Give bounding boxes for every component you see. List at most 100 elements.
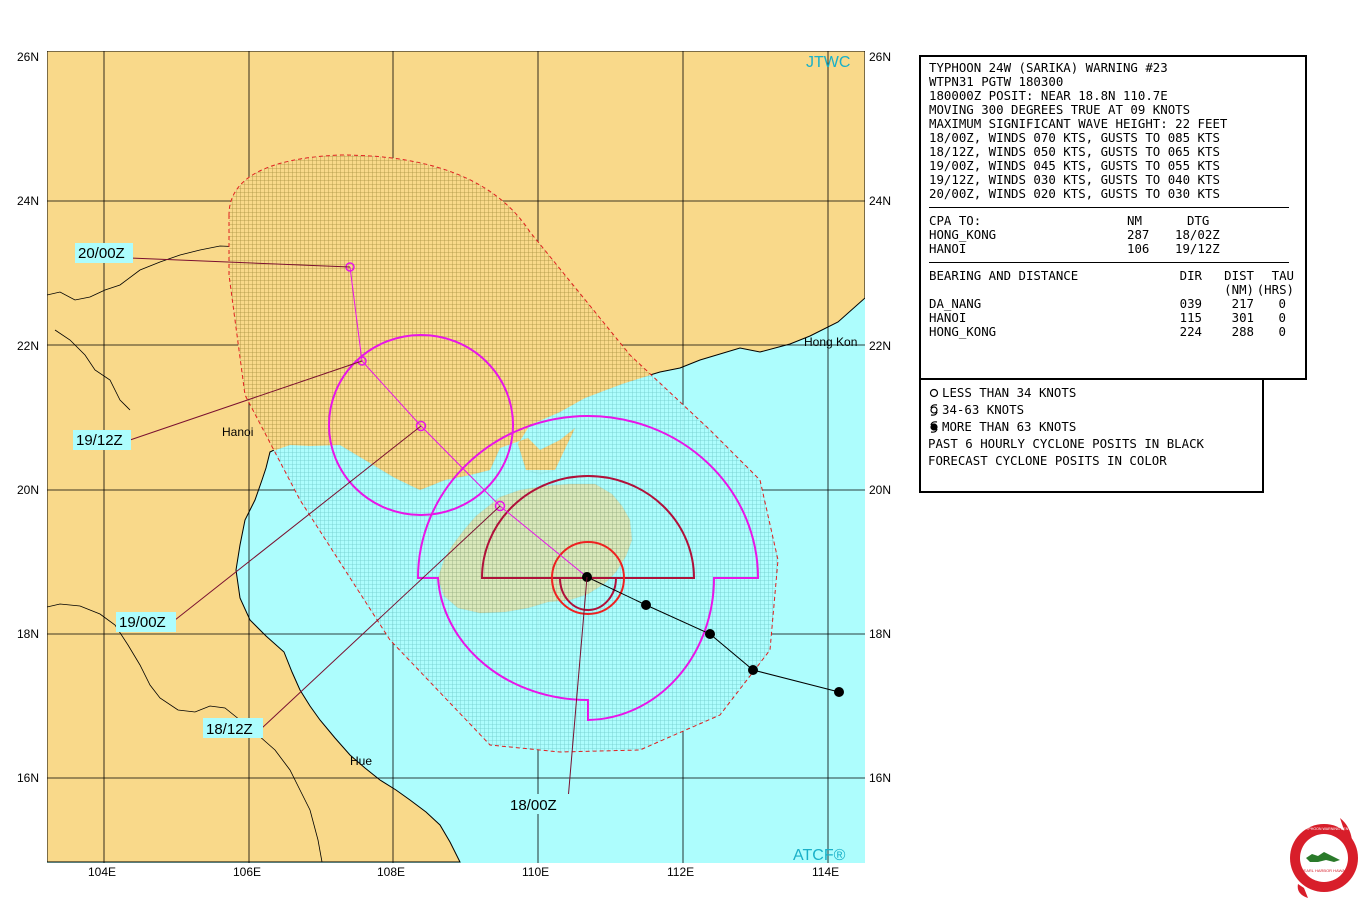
forecast-positions — [345, 262, 506, 512]
lat-label: 18N — [17, 627, 39, 641]
cpa-header: DTG — [1187, 214, 1210, 228]
cpa-cell: 106 — [1127, 242, 1150, 256]
jtwc-seal-icon: PEARL HARBOR HAWAII JOINT TYPHOON WARNIN… — [1290, 818, 1358, 898]
city-hue: Hue — [350, 754, 372, 768]
lat-label: 24N — [869, 194, 891, 208]
tropical-storm-icon — [930, 403, 938, 416]
time-label-20-00z: 20/00Z — [75, 243, 133, 263]
legend-label: 34-63 KNOTS — [942, 401, 1025, 417]
legend-item: MORE THAN 63 KNOTS — [928, 418, 1255, 435]
atcf-tag: ATCF® — [793, 847, 846, 864]
cpa-cell: 287 — [1127, 228, 1150, 242]
latitude-labels-right: 26N 24N 22N 20N 18N 16N — [869, 50, 891, 785]
forecast-winds-line: 18/12Z, WINDS 050 KTS, GUSTS TO 065 KTS — [929, 145, 1220, 159]
time-label-18-00z: 18/00Z — [507, 794, 569, 814]
time-label-18-12z: 18/12Z — [203, 718, 263, 738]
bearing-cell: 0 — [1278, 311, 1286, 325]
forecast-winds-line: 18/00Z, WINDS 070 KTS, GUSTS TO 085 KTS — [929, 131, 1220, 145]
time-label-text: 18/12Z — [206, 721, 253, 738]
wind-radius-34kt-18-00z — [416, 415, 760, 722]
lon-label: 110E — [522, 865, 549, 879]
lat-label: 24N — [17, 194, 39, 208]
typhoon-icon — [930, 420, 938, 433]
legend-note: FORECAST CYCLONE POSITS IN COLOR — [928, 452, 1167, 468]
legend-label: LESS THAN 34 KNOTS — [942, 384, 1077, 400]
legend-note: PAST 6 HOURLY CYCLONE POSITS IN BLACK — [928, 435, 1205, 451]
past-position — [748, 665, 758, 675]
past-position — [834, 687, 844, 697]
past-position — [641, 600, 651, 610]
lat-label: 20N — [869, 483, 891, 497]
bearing-cell: 224 — [1179, 325, 1202, 339]
bearing-cell: 0 — [1278, 297, 1286, 311]
legend-item: 34-63 KNOTS — [928, 401, 1255, 418]
time-label-text: 18/00Z — [510, 797, 557, 814]
cpa-cell: HONG_KONG — [929, 228, 997, 242]
bearing-cell: 115 — [1179, 311, 1202, 325]
wind-radius-64kt-18-00z — [550, 541, 626, 615]
wind-radius-34kt-19-00z — [328, 334, 514, 516]
cpa-cell: HANOI — [929, 242, 967, 256]
bearing-cell: HONG_KONG — [929, 325, 997, 339]
bearing-table: BEARING AND DISTANCE DIR DIST TAU (NM) (… — [929, 269, 1297, 339]
bearing-cell: HANOI — [929, 311, 967, 325]
open-circle-icon — [929, 388, 939, 397]
lon-label: 106E — [233, 865, 261, 879]
time-label-19-12z: 19/12Z — [73, 430, 131, 450]
lon-label: 108E — [377, 865, 405, 879]
legend-label: MORE THAN 63 KNOTS — [942, 418, 1077, 434]
bearing-header: TAU — [1271, 269, 1294, 283]
bearing-subheader — [1154, 283, 1202, 297]
warning-header-line: MAXIMUM SIGNIFICANT WAVE HEIGHT: 22 FEET — [929, 117, 1228, 131]
wind-radius-50kt-18-00z — [480, 475, 696, 611]
cpa-header: NM — [1127, 214, 1142, 228]
lat-label: 26N — [17, 50, 39, 64]
bearing-header: DIST — [1224, 269, 1254, 283]
warning-header-line: 180000Z POSIT: NEAR 18.8N 110.7E — [929, 89, 1168, 103]
forecast-winds-line: 19/12Z, WINDS 030 KTS, GUSTS TO 040 KTS — [929, 173, 1220, 187]
bearing-cell: 0 — [1278, 325, 1286, 339]
legend-panel: LESS THAN 34 KNOTS 34-63 KNOTS MORE THAN… — [919, 378, 1264, 493]
forecast-winds-line: 19/00Z, WINDS 045 KTS, GUSTS TO 055 KTS — [929, 159, 1220, 173]
bearing-cell: 301 — [1231, 311, 1254, 325]
jtwc-tag: JTWC — [806, 54, 850, 71]
label-leaders — [129, 257, 588, 801]
cpa-cell: 19/12Z — [1175, 242, 1220, 256]
time-label-text: 20/00Z — [78, 245, 125, 262]
city-hanoi: Hanoi — [222, 425, 253, 439]
city-hong-kong: Hong Kon — [804, 335, 857, 349]
warning-title: TYPHOON 24W (SARIKA) WARNING #23 — [929, 61, 1168, 75]
lat-label: 18N — [869, 627, 891, 641]
time-label-text: 19/00Z — [119, 614, 166, 631]
danger-area-outline — [228, 154, 779, 753]
longitude-labels: 104E 106E 108E 110E 112E 114E — [88, 865, 839, 879]
forecast-position-19-00z — [415, 420, 427, 432]
warning-panel: TYPHOON 24W (SARIKA) WARNING #23 WTPN31 … — [919, 55, 1307, 380]
lat-label: 20N — [17, 483, 39, 497]
bearing-subheader: (NM) — [1224, 283, 1254, 297]
cpa-header: CPA TO: — [929, 214, 982, 228]
lon-label: 104E — [88, 865, 116, 879]
lat-label: 26N — [869, 50, 891, 64]
warning-header-line: WTPN31 PGTW 180300 — [929, 75, 1064, 89]
time-label-19-00z: 19/00Z — [116, 612, 176, 632]
latitude-labels-left: 26N 24N 22N 20N 18N 16N — [17, 50, 39, 785]
bearing-header: DIR — [1179, 269, 1202, 283]
bearing-header: BEARING AND DISTANCE — [929, 269, 1079, 283]
divider — [929, 207, 1289, 208]
lat-label: 22N — [869, 339, 891, 353]
divider — [929, 262, 1289, 263]
lon-label: 112E — [667, 865, 694, 879]
logo-subtext: PEARL HARBOR HAWAII — [1301, 868, 1347, 873]
lat-label: 16N — [17, 771, 39, 785]
bearing-cell: 288 — [1231, 325, 1254, 339]
warning-header-line: MOVING 300 DEGREES TRUE AT 09 KNOTS — [929, 103, 1191, 117]
forecast-position-19-12z — [357, 356, 367, 366]
bearing-subheader: (HRS) — [1256, 283, 1294, 297]
legend-item: LESS THAN 34 KNOTS — [928, 384, 1255, 401]
cpa-table: CPA TO: NM DTG HONG_KONG 287 18/02Z HANO… — [929, 214, 1297, 256]
bearing-cell: 039 — [1179, 297, 1202, 311]
time-label-text: 19/12Z — [76, 432, 123, 449]
past-positions — [582, 572, 844, 697]
lon-label: 114E — [812, 865, 839, 879]
